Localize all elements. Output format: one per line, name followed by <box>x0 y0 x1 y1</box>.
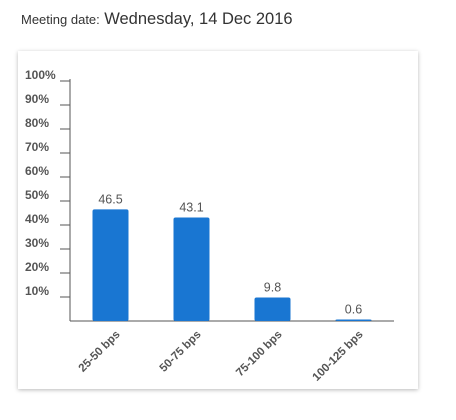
y-tick-label: 90% <box>25 92 49 106</box>
meeting-date-value: Wednesday, 14 Dec 2016 <box>104 10 293 28</box>
y-tick-label: 40% <box>25 212 49 226</box>
bar-data-label: 43.1 <box>179 201 203 215</box>
x-category-label: 75-100 bps <box>234 329 285 380</box>
y-tick-label: 10% <box>25 284 49 298</box>
bar <box>92 209 129 321</box>
x-category-label: 25-50 bps <box>77 329 123 375</box>
y-tick-label: 30% <box>25 236 49 250</box>
x-category-label: 50-75 bps <box>158 329 204 375</box>
bar-data-label: 46.5 <box>98 192 122 206</box>
x-category-label: 100-125 bps <box>311 329 366 384</box>
bar <box>335 319 372 321</box>
y-tick-label: 20% <box>25 260 49 274</box>
bar-data-label: 0.6 <box>345 303 362 317</box>
y-tick-label: 70% <box>25 140 49 154</box>
y-tick-label: 50% <box>25 188 49 202</box>
y-tick-label: 100% <box>25 68 56 82</box>
bar-data-label: 9.8 <box>264 280 281 294</box>
meeting-date-label: Meeting date: <box>21 12 100 27</box>
bar-chart: 10% 20% 30% 40% 50% 60% 70% 80% 90% 100% 46.5 25-50… <box>25 68 394 384</box>
chart-card: 10% 20% 30% 40% 50% 60% 70% 80% 90% 100% 46.5 25-50… <box>18 51 418 389</box>
y-tick-label: 80% <box>25 116 49 130</box>
meeting-date-line: Meeting date: Wednesday, 14 Dec 2016 <box>21 10 293 29</box>
bar <box>254 297 291 321</box>
y-tick-label: 60% <box>25 164 49 178</box>
bar <box>173 217 210 321</box>
